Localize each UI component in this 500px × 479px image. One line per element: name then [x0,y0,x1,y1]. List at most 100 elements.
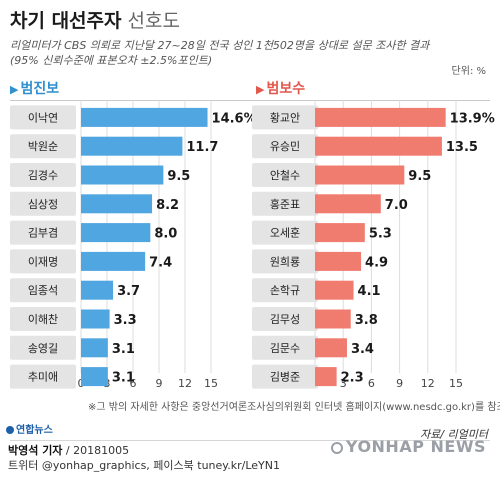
right-group-label: 범보수 [266,81,306,97]
left-tick-label: 15 [204,377,218,390]
right-name-badge [252,307,318,331]
source-label: 자료/ 리얼미터 [420,428,488,441]
left-value-label: 8.0 [154,227,177,242]
left-value-label: 7.4 [149,255,172,270]
right-name-badge [252,249,318,274]
credit-block: 박영석 기자 / 20181005 트위터 @yonhap_graphics, … [8,443,280,473]
right-name-badge [252,191,318,216]
triangle-right-icon: ▶ [10,83,19,96]
right-name-badge [252,220,318,245]
right-value-label: 4.1 [358,284,381,299]
right-bar [315,338,347,358]
survey-description: 리얼미터가 CBS 의뢰로 지난달 27~28일 전국 성인 1천502명을 상… [10,38,429,68]
right-value-label: 3.4 [351,342,374,357]
right-category-label: 김무성 [270,313,300,326]
left-bar [81,338,108,358]
right-bar [315,251,362,271]
left-value-label: 8.2 [156,198,179,213]
left-tick-label: 6 [130,377,137,390]
left-tick-label: 9 [156,377,163,390]
left-category-label: 심상정 [28,198,58,211]
chart-title: 차기 대선주자 선호도 [10,6,180,33]
left-name-badge [10,307,76,331]
left-name-badge [10,191,76,216]
left-name-badge [10,249,76,274]
credit-name: 박영석 기자 [8,444,63,457]
right-name-badge [252,105,318,130]
left-category-label: 박원순 [28,140,58,153]
right-value-label: 5.3 [369,227,392,242]
left-name-badge [10,364,76,389]
right-value-label: 9.5 [408,169,431,184]
right-tick-label: 3 [340,377,347,390]
left-value-label: 9.5 [167,169,190,184]
unit-label: 단위: % [451,66,486,77]
right-bar [315,280,354,300]
right-tick-label: 12 [421,377,435,390]
logo-mark-icon [6,426,14,434]
title-main: 차기 대선주자 [10,10,122,32]
left-category-label: 임종석 [28,284,58,297]
left-bar [81,194,153,214]
credit-sns: 트위터 @yonhap_graphics, 페이스북 tuney.kr/LeYN… [8,459,280,472]
right-name-badge [252,335,318,360]
left-bar [81,136,183,156]
right-value-label: 13.9% [450,111,495,126]
left-bar [81,223,151,243]
left-bar [81,280,114,300]
left-name-badge [10,163,76,187]
left-name-badge [10,335,76,360]
right-bar [315,136,442,156]
left-bar [81,251,146,271]
left-value-label: 11.7 [186,140,218,155]
credit-date: / 20181005 [62,444,130,457]
credit-line-1: 박영석 기자 / 20181005 [8,443,280,458]
right-name-badge [252,163,318,187]
right-group-title: ▶ 범보수 [256,78,305,98]
right-category-label: 손학규 [270,284,300,297]
left-bar [81,165,164,185]
right-bar [315,223,365,243]
desc-line-2: (95% 신뢰수준에 표본오차 ±2.5%포인트) [10,54,213,67]
left-value-label: 14.6% [212,111,257,126]
left-bar [81,367,108,387]
right-tick-label: 6 [368,377,375,390]
right-category-label: 황교안 [270,111,300,124]
right-bar [315,165,405,185]
right-value-label: 13.5 [446,140,478,155]
right-category-label: 김문수 [270,342,300,355]
left-tick-label: 12 [178,377,192,390]
left-category-label: 추미애 [28,371,58,384]
header-divider [10,100,490,101]
bar-charts: 03691215이낙연14.6%박원순11.7김경수9.5심상정8.2김부겸8.… [10,100,495,390]
footer-divider [10,440,490,441]
right-bar [315,309,351,329]
right-tick-label: 15 [449,377,463,390]
right-bar [315,194,381,214]
right-category-label: 오세훈 [270,227,300,240]
right-bar [315,367,337,387]
footnote: ※그 밖의 자세한 사항은 중앙선거여론조사심의위원회 인터넷 홈페이지(www… [88,402,500,413]
right-value-label: 4.9 [365,255,388,270]
left-value-label: 3.3 [114,313,137,328]
right-value-label: 7.0 [385,198,408,213]
left-bar [81,309,110,329]
right-category-label: 안철수 [270,169,300,182]
yonhap-logo: 연합뉴스 [6,421,53,436]
left-name-badge [10,105,76,130]
title-sub: 선호도 [127,10,180,32]
left-value-label: 3.1 [112,342,135,357]
left-category-label: 김부겸 [28,227,58,240]
right-category-label: 김병준 [270,371,300,384]
left-group-label: 범진보 [20,81,60,97]
logo-text: 연합뉴스 [16,425,53,436]
right-name-badge [252,364,318,389]
desc-line-1: 리얼미터가 CBS 의뢰로 지난달 27~28일 전국 성인 1천502명을 상… [10,39,430,52]
left-category-label: 이해찬 [28,312,58,326]
left-value-label: 3.7 [117,284,140,299]
left-category-label: 이재명 [28,255,58,268]
right-category-label: 원희룡 [270,255,300,268]
left-name-badge [10,134,76,159]
left-value-label: 3.1 [112,371,135,386]
triangle-right-icon: ▶ [256,83,265,96]
